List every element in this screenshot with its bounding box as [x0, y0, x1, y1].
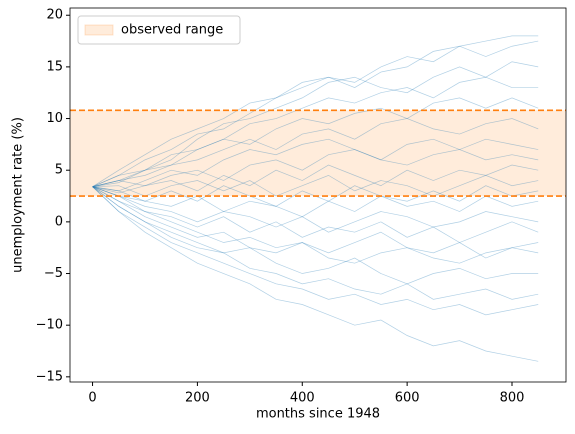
- simulation-line: [92, 174, 539, 197]
- simulation-line: [92, 61, 539, 188]
- y-tick-label: −5: [44, 266, 63, 281]
- x-tick-label: 800: [500, 391, 525, 406]
- y-tick-label: 20: [46, 8, 63, 23]
- simulation-line: [92, 149, 539, 188]
- axes-frame: [69, 7, 567, 383]
- x-tick-label: 400: [290, 391, 315, 406]
- simulation-line: [92, 35, 539, 188]
- simulation-line: [92, 164, 539, 194]
- simulation-line: [92, 186, 539, 259]
- simulation-line: [92, 186, 539, 264]
- simulation-line: [92, 186, 539, 300]
- simulation-line: [92, 186, 539, 285]
- x-tick-label: 200: [185, 391, 210, 406]
- y-tick-label: 5: [55, 163, 63, 178]
- legend-box: [77, 15, 241, 45]
- y-tick-label: −10: [36, 318, 63, 333]
- simulation-line: [92, 186, 539, 218]
- x-tick-label: 600: [395, 391, 420, 406]
- simulation-line: [92, 40, 539, 188]
- simulation-line: [92, 138, 539, 192]
- legend-swatch: [84, 24, 114, 36]
- y-tick-label: 0: [55, 214, 63, 229]
- x-tick-label: 0: [88, 391, 96, 406]
- simulation-line: [92, 186, 539, 362]
- simulation-line: [92, 186, 539, 316]
- x-axis-label: months since 1948: [256, 407, 380, 422]
- simulation-line: [92, 118, 539, 188]
- y-tick-label: 15: [46, 59, 63, 74]
- legend-label: observed range: [121, 23, 223, 38]
- simulation-line: [92, 186, 539, 243]
- y-tick-label: −15: [36, 369, 63, 384]
- simulation-line: [92, 97, 539, 188]
- simulation-line: [92, 186, 539, 233]
- observed-range-span: [70, 110, 566, 197]
- simulation-line: [92, 76, 539, 188]
- y-axis-label: unemployment rate (%): [11, 117, 26, 273]
- y-tick-label: 10: [46, 111, 63, 126]
